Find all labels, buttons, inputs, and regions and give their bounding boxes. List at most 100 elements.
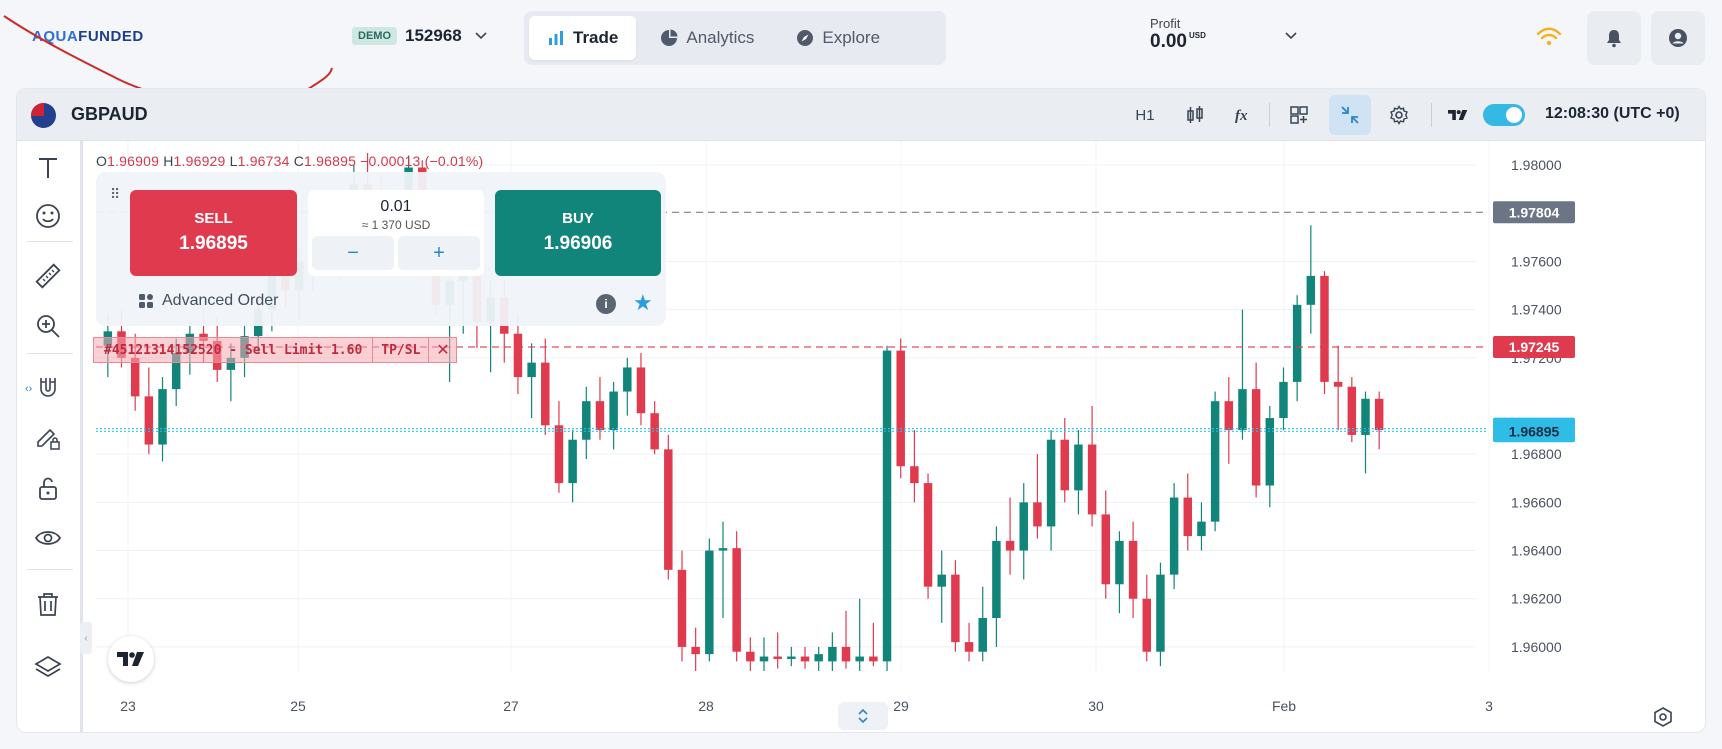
- candle-body: [1292, 304, 1302, 382]
- drag-handle-icon[interactable]: ⠿: [110, 186, 121, 202]
- sell-button[interactable]: SELL 1.96895: [130, 190, 297, 276]
- toggle-switch[interactable]: [1483, 104, 1525, 126]
- symbol-name[interactable]: GBPAUD: [71, 104, 148, 124]
- user-icon: [1669, 29, 1687, 47]
- y-tick-label: 1.98000: [1511, 157, 1562, 173]
- candle-body: [1169, 497, 1179, 575]
- x-tick-label: Feb: [1272, 698, 1296, 714]
- candle-body: [1224, 401, 1234, 431]
- layers-icon[interactable]: [31, 651, 65, 685]
- candle-body: [595, 401, 605, 431]
- candle-body: [1033, 502, 1042, 527]
- quantity-usd: ≈ 1 370 USD: [361, 218, 431, 232]
- quantity-stepper[interactable]: 0.01 ≈ 1 370 USD − +: [308, 190, 484, 276]
- advanced-order-button[interactable]: Advanced Order: [138, 292, 279, 310]
- candle-body: [1197, 521, 1206, 537]
- candle-body: [650, 413, 659, 450]
- layout-grid-icon[interactable]: [1281, 101, 1317, 129]
- candle-body: [814, 654, 823, 662]
- scroll-updown-icon[interactable]: [838, 702, 888, 730]
- tab-trade[interactable]: Trade: [529, 16, 637, 60]
- candle-body: [1320, 275, 1329, 382]
- buy-button[interactable]: BUY 1.96906: [495, 190, 661, 276]
- emoji-tool-icon[interactable]: [31, 199, 65, 233]
- pending-order-label[interactable]: #45121314152520 - Sell Limit 1.60: [93, 337, 374, 363]
- sell-label: SELL: [194, 210, 233, 227]
- candle-body: [705, 550, 714, 655]
- x-tick-label: 28: [698, 698, 714, 714]
- unlock-icon[interactable]: [31, 471, 65, 505]
- tradingview-badge-icon[interactable]: [108, 636, 154, 682]
- profit-chevron-down-icon[interactable]: [1284, 28, 1298, 45]
- indicators-fx-icon[interactable]: fx: [1225, 101, 1261, 129]
- collapse-arrows-icon[interactable]: [1329, 95, 1371, 135]
- ohlc-high-key: H: [163, 153, 174, 169]
- candle-body: [1019, 502, 1028, 551]
- close-order-icon[interactable]: ✕: [429, 337, 458, 363]
- logo-part-b: FUNDED: [78, 28, 144, 45]
- symbol-flag-icon: [31, 103, 56, 128]
- toolbar-divider: [27, 241, 73, 242]
- quantity-minus-button[interactable]: −: [312, 236, 394, 270]
- eye-visibility-icon[interactable]: [31, 521, 65, 555]
- quantity-plus-button[interactable]: +: [398, 236, 480, 270]
- tab-explore[interactable]: Explore: [778, 16, 898, 60]
- trash-icon[interactable]: [31, 587, 65, 621]
- x-tick-label: 27: [503, 698, 519, 714]
- x-tick-label: 30: [1088, 698, 1104, 714]
- candle-body: [1128, 540, 1138, 599]
- account-number: 152968: [405, 26, 462, 45]
- x-tick-label: 25: [290, 698, 306, 714]
- buy-price: 1.96906: [543, 233, 613, 254]
- profile-button[interactable]: [1651, 11, 1705, 65]
- timeframe-selector[interactable]: H1: [1135, 106, 1155, 124]
- candle-body: [1074, 444, 1083, 491]
- top-bar: AQUAFUNDED DEMO 152968 Trade Analytics E…: [0, 0, 1722, 108]
- notifications-button[interactable]: [1587, 11, 1641, 65]
- collapse-toolbar-handle[interactable]: ‹: [80, 622, 92, 654]
- candle-body: [1142, 598, 1152, 652]
- advanced-order-label: Advanced Order: [162, 292, 279, 309]
- candles-type-icon[interactable]: [1177, 101, 1213, 129]
- candle-body: [609, 391, 618, 431]
- settings-gear-icon[interactable]: [1381, 101, 1417, 129]
- tab-trade-label: Trade: [573, 28, 619, 47]
- advanced-order-icon: [139, 294, 153, 308]
- account-selector[interactable]: DEMO 152968: [352, 26, 488, 46]
- pie-chart-icon: [661, 29, 678, 46]
- favorite-star-icon[interactable]: ★: [633, 290, 653, 315]
- candle-body: [513, 333, 523, 378]
- candle-body: [923, 483, 933, 587]
- y-tick-label: 1.97600: [1511, 253, 1562, 269]
- tpsl-button[interactable]: TP/SL: [373, 337, 430, 363]
- candle-body: [951, 574, 960, 643]
- price-label-text: 1.97245: [1509, 339, 1560, 355]
- chart-clock: 12:08:30 (UTC +0): [1545, 105, 1680, 122]
- candle-body: [1046, 439, 1056, 527]
- x-tick-label: 29: [893, 698, 909, 714]
- zoom-in-icon[interactable]: [31, 309, 65, 343]
- candle-body: [527, 362, 536, 378]
- chart-reset-hexagon-icon[interactable]: [1652, 706, 1674, 733]
- magnet-icon[interactable]: [31, 371, 65, 405]
- compass-icon: [797, 30, 814, 46]
- profit-value: 0.00: [1150, 31, 1187, 52]
- price-label-text: 1.96895: [1509, 423, 1560, 439]
- pencil-lock-icon[interactable]: [31, 421, 65, 455]
- quantity-value[interactable]: 0.01: [380, 198, 412, 215]
- ruler-tool-icon[interactable]: [31, 259, 65, 293]
- text-tool-icon[interactable]: [31, 151, 65, 185]
- pending-order-line[interactable]: #45121314152520 - Sell Limit 1.60 TP/SL …: [93, 336, 458, 364]
- tab-analytics[interactable]: Analytics: [642, 16, 772, 60]
- sell-price: 1.96895: [179, 233, 248, 254]
- info-icon[interactable]: i: [596, 294, 616, 314]
- price-label-box: [1493, 335, 1575, 358]
- y-tick-label: 1.96600: [1511, 494, 1562, 510]
- expand-arrows-icon[interactable]: ‹›: [25, 383, 33, 395]
- candle-body: [158, 389, 167, 445]
- price-label-box: [1493, 420, 1575, 443]
- ohlc-close-key: C: [293, 153, 305, 169]
- ohlc-low: 1.96734: [237, 153, 290, 169]
- candle-body: [855, 656, 864, 662]
- header-divider-2: [1431, 103, 1432, 127]
